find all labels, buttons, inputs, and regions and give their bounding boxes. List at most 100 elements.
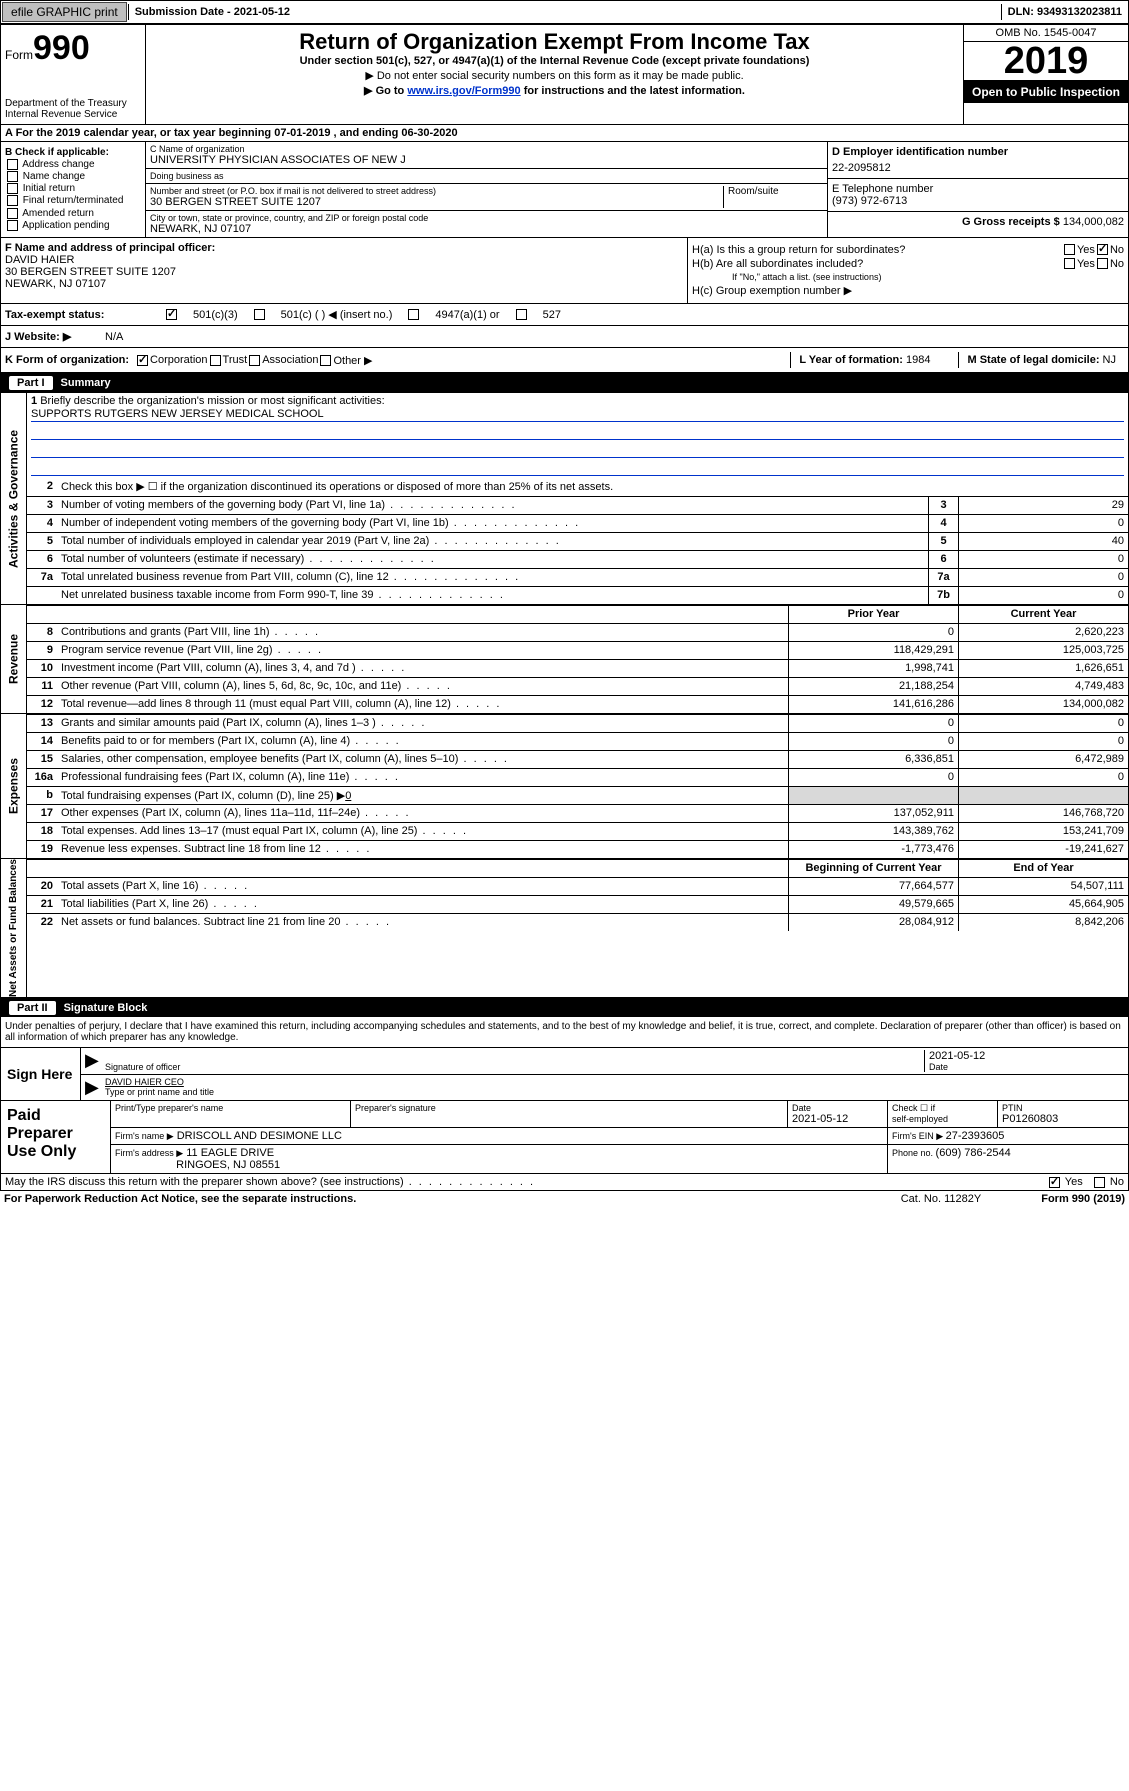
chk-501c[interactable]	[254, 309, 265, 320]
chk-final-return[interactable]	[7, 195, 18, 206]
block-k: K Form of organization: Corporation Trus…	[0, 348, 1129, 373]
officer-addr2: NEWARK, NJ 07107	[5, 278, 683, 290]
chk-amended-return[interactable]	[7, 208, 18, 219]
r16b-d: Total fundraising expenses (Part IX, col…	[61, 790, 345, 802]
chk-discuss-no[interactable]	[1094, 1177, 1105, 1188]
chk-501c3[interactable]	[166, 309, 177, 320]
discuss-q: May the IRS discuss this return with the…	[5, 1176, 535, 1188]
sign-here-label: Sign Here	[1, 1048, 81, 1100]
q1-label: Briefly describe the organization's miss…	[40, 395, 384, 407]
lbl-amended-return: Amended return	[22, 208, 94, 219]
firm-ein: 27-2393605	[946, 1130, 1005, 1142]
lbl-other: Other ▶	[333, 354, 372, 367]
part1-header: Part I Summary	[1, 374, 1128, 392]
website-row: J Website: ▶ N/A	[0, 326, 1129, 348]
efile-print-button[interactable]: efile GRAPHIC print	[2, 2, 127, 22]
m-label: M State of legal domicile:	[967, 354, 1102, 366]
prep-date: 2021-05-12	[792, 1113, 883, 1125]
r16b-v: 0	[345, 790, 351, 802]
side-revenue: Revenue	[1, 605, 27, 713]
street: 30 BERGEN STREET SUITE 1207	[150, 196, 723, 208]
chk-application-pending[interactable]	[7, 220, 18, 231]
lbl-527: 527	[543, 309, 561, 321]
submission-date-label: Submission Date -	[135, 6, 234, 18]
firm-addr-label: Firm's address ▶	[115, 1148, 183, 1158]
sig-officer-label: Signature of officer	[105, 1062, 924, 1072]
lbl-initial-return: Initial return	[23, 183, 75, 194]
org-name-label: C Name of organization	[150, 144, 823, 154]
lbl-final-return: Final return/terminated	[23, 196, 124, 207]
form990-link[interactable]: www.irs.gov/Form990	[407, 85, 520, 97]
ptin-label: PTIN	[1002, 1103, 1124, 1113]
cat-no: Cat. No. 11282Y	[901, 1193, 982, 1205]
chk-527[interactable]	[516, 309, 527, 320]
officer-name: DAVID HAIER	[5, 254, 683, 266]
chk-name-change[interactable]	[7, 171, 18, 182]
city-label: City or town, state or province, country…	[150, 213, 428, 223]
gross-label: G Gross receipts $	[962, 216, 1063, 228]
chk-other[interactable]	[320, 355, 331, 366]
ein-label: D Employer identification number	[832, 146, 1124, 158]
block-b-label: B Check if applicable:	[5, 147, 141, 158]
side-expenses: Expenses	[1, 714, 27, 858]
block-c: C Name of organization UNIVERSITY PHYSIC…	[146, 142, 828, 237]
chk-hb-yes[interactable]	[1064, 258, 1075, 269]
footer-discuss: May the IRS discuss this return with the…	[0, 1174, 1129, 1191]
block-b: B Check if applicable: Address change Na…	[1, 142, 146, 237]
sig-name-label: Type or print name and title	[105, 1087, 1124, 1097]
hdr-current: Current Year	[958, 606, 1128, 623]
chk-corp[interactable]	[137, 355, 148, 366]
chk-4947[interactable]	[408, 309, 419, 320]
lbl-501c3: 501(c)(3)	[193, 309, 238, 321]
chk-assoc[interactable]	[249, 355, 260, 366]
lbl-corp: Corporation	[150, 354, 207, 366]
k-label: K Form of organization:	[5, 354, 129, 366]
block-d: D Employer identification number 22-2095…	[828, 142, 1128, 237]
lbl-name-change: Name change	[23, 171, 85, 182]
sig-arrow-icon: ▶	[85, 1050, 105, 1072]
firm-ein-label: Firm's EIN ▶	[892, 1131, 946, 1141]
q1-mission: 1 Briefly describe the organization's mi…	[27, 393, 1128, 478]
period-b: , and ending	[330, 127, 401, 139]
phone: (973) 972-6713	[832, 195, 1124, 207]
tax-exempt-row: Tax-exempt status: 501(c)(3) 501(c) ( ) …	[0, 304, 1129, 326]
chk-address-change[interactable]	[7, 159, 18, 170]
phone-label: E Telephone number	[832, 183, 1124, 195]
q2-text: Check this box ▶ ☐ if the organization d…	[57, 478, 1128, 496]
firm-phone-label: Phone no.	[892, 1148, 936, 1158]
form-no-footer: Form 990 (2019)	[1041, 1193, 1125, 1205]
dln: DLN: 93493132023811	[1001, 4, 1128, 20]
h-c-label: H(c) Group exemption number ▶	[692, 284, 852, 297]
chk-hb-no[interactable]	[1097, 258, 1108, 269]
form-subtitle: Under section 501(c), 527, or 4947(a)(1)…	[150, 55, 959, 67]
part2-signature: Part II Signature Block Under penalties …	[0, 998, 1129, 1101]
self-emp-a: Check ☐ if	[892, 1103, 993, 1114]
prep-date-label: Date	[792, 1103, 883, 1113]
l-value: 1984	[906, 354, 930, 366]
department: Department of the Treasury Internal Reve…	[5, 98, 141, 120]
lbl-501c: 501(c) ( ) ◀ (insert no.)	[281, 308, 393, 321]
hdr-prior: Prior Year	[788, 606, 958, 623]
block-f: F Name and address of principal officer:…	[1, 238, 688, 303]
top-toolbar: efile GRAPHIC print Submission Date - 20…	[0, 0, 1129, 24]
tax-period: A For the 2019 calendar year, or tax yea…	[0, 125, 1129, 142]
period-a: A For the 2019 calendar year, or tax yea…	[5, 127, 274, 139]
lbl-application-pending: Application pending	[22, 220, 109, 231]
chk-initial-return[interactable]	[7, 183, 18, 194]
form-header: Form990 Department of the Treasury Inter…	[0, 24, 1129, 125]
r16b-n: b	[27, 787, 57, 804]
chk-trust[interactable]	[210, 355, 221, 366]
dba-label: Doing business as	[150, 171, 224, 181]
hdr-begin: Beginning of Current Year	[788, 860, 958, 877]
firm-label: Firm's name ▶	[115, 1131, 174, 1141]
r16b-shade2	[958, 787, 1128, 804]
h-a-label: H(a) Is this a group return for subordin…	[692, 244, 1062, 256]
tax-year: 2019	[964, 42, 1128, 80]
prep-name-label: Print/Type preparer's name	[115, 1103, 346, 1113]
prep-sig-label: Preparer's signature	[355, 1103, 783, 1113]
sig-date: 2021-05-12	[929, 1050, 1124, 1062]
chk-discuss-yes[interactable]	[1049, 1177, 1060, 1188]
chk-ha-yes[interactable]	[1064, 244, 1075, 255]
chk-ha-no[interactable]	[1097, 244, 1108, 255]
part1-title: Summary	[61, 377, 111, 389]
